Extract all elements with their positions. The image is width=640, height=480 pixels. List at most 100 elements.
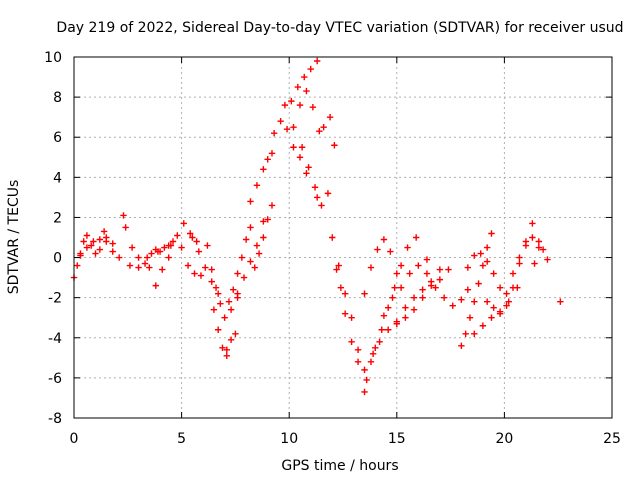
data-point [288,97,295,105]
data-point [146,264,153,271]
data-point [380,236,388,243]
data-point [296,101,304,109]
data-point [393,270,400,277]
data-point [372,344,379,352]
data-point [242,236,250,243]
data-point [479,262,487,269]
data-point [423,270,431,277]
data-point [223,352,230,360]
data-point [92,250,99,257]
data-point [165,254,172,261]
series-arc-23 [335,262,368,396]
data-point [283,126,291,133]
data-point [496,310,504,317]
series-arc-34 [503,234,543,297]
data-point [557,298,564,305]
data-point [109,248,116,255]
data-point [193,238,200,245]
y-tick-labels: -8 -6 -4 -2 0 2 4 6 8 10 [44,50,62,427]
series-arc-01 [70,228,108,281]
data-point [466,314,474,321]
data-point [100,228,108,235]
series-arc-32 [471,284,521,337]
data-point [234,290,241,297]
series-arc-13 [225,224,254,305]
data-point [406,270,413,277]
data-point [223,346,230,354]
series-arc-12 [223,330,239,354]
data-point [120,212,127,219]
data-point [402,314,409,321]
series-arc-24 [363,234,420,384]
data-point [169,238,177,245]
data-point [260,218,267,225]
data-point [436,276,444,283]
data-point [225,298,233,305]
data-point [255,250,263,257]
x-tick-label: 20 [495,431,513,447]
series-arc-17 [270,117,310,177]
data-point [202,264,209,271]
data-point [83,244,91,251]
data-point [363,376,370,384]
data-point [268,202,276,209]
data-point [458,342,465,349]
data-point [270,130,278,137]
series-arc-21 [313,113,338,201]
series-arc-18 [281,57,321,109]
series-arc-30 [458,230,495,349]
data-point [458,296,465,303]
data-point [410,306,418,313]
data-point [253,182,261,189]
data-point [397,284,405,291]
data-point [402,304,409,311]
y-tick-label: -2 [48,291,62,307]
data-point [393,318,400,325]
data-point [90,238,97,245]
data-point [529,234,536,241]
data-point [496,284,504,291]
data-point [354,346,362,354]
data-point [77,252,84,259]
series-arc-31 [464,250,504,291]
data-point [432,284,439,291]
data-point [464,286,472,293]
data-point [462,330,469,337]
data-point [318,202,325,209]
data-point [180,220,187,227]
series-arc-22 [324,190,368,374]
data-point [376,338,383,345]
data-point [217,300,224,307]
data-point [109,240,116,247]
data-point [143,254,151,261]
data-point [488,314,495,321]
y-tick-label: 2 [53,210,62,226]
data-point [212,284,220,291]
data-point [115,254,123,261]
data-point [341,290,349,297]
data-point [449,302,456,309]
data-point [227,306,235,313]
data-point [141,260,149,267]
data-point [311,184,319,191]
data-point [210,306,218,313]
series-arc-07 [156,220,200,255]
data-point [174,232,181,239]
data-point [419,294,426,301]
data-point [247,258,254,265]
data-point [178,244,185,251]
data-point [419,286,426,293]
chart-title: Day 219 of 2022, Sidereal Day-to-day VTE… [56,20,623,36]
data-point [415,262,422,269]
data-point [277,117,284,125]
data-point [428,282,435,289]
data-point [161,244,168,251]
data-points [70,57,564,396]
data-point [440,294,448,301]
data-point [290,123,297,131]
data-point [384,304,392,311]
data-point [483,298,491,305]
data-point [227,336,235,343]
series-arc-05 [126,242,175,271]
